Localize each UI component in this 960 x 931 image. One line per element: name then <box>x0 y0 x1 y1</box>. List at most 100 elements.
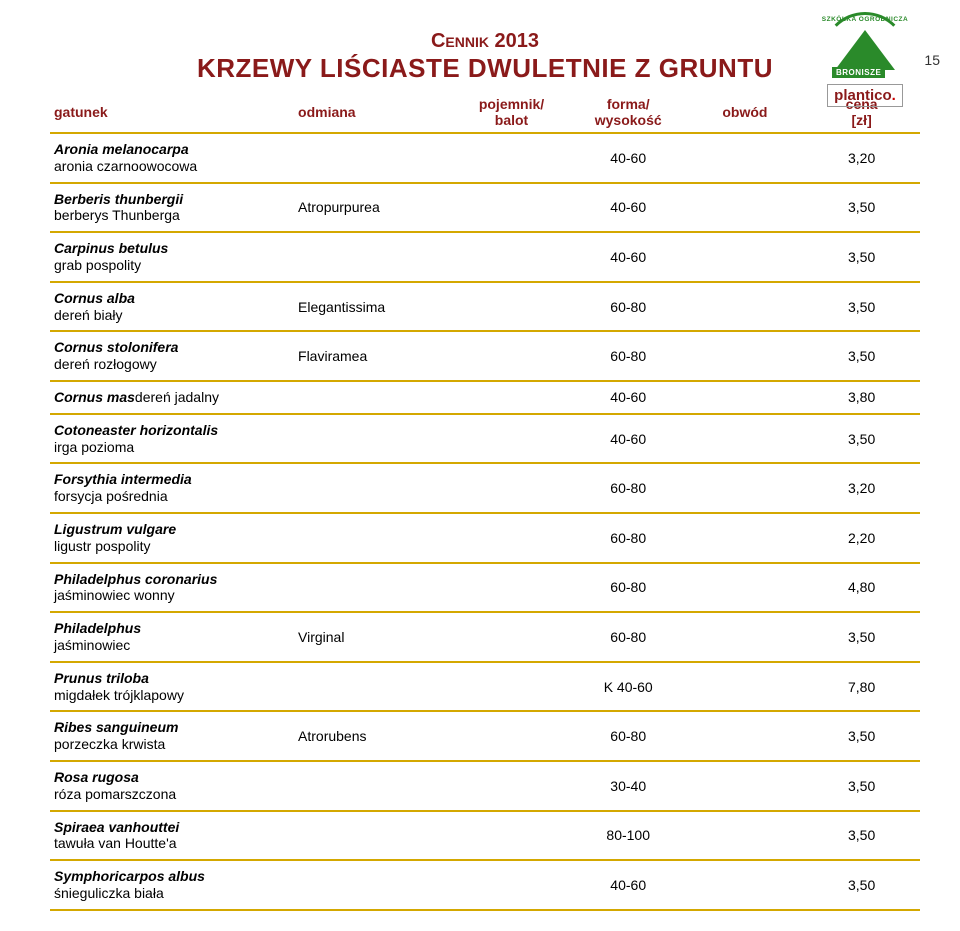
form-cell: 60-80 <box>570 331 687 381</box>
logo-block: SZKÓŁKA OGRODNICZA BRONISZE plantico. <box>820 18 910 107</box>
form-cell: 40-60 <box>570 183 687 233</box>
cultivar-cell <box>294 232 453 282</box>
girth-cell <box>687 612 804 662</box>
latin-name: Cotoneaster horizontalis <box>54 422 290 439</box>
girth-cell <box>687 662 804 712</box>
form-cell: 40-60 <box>570 860 687 910</box>
latin-name: Symphoricarpos albus <box>54 868 290 885</box>
cultivar-cell <box>294 662 453 712</box>
cultivar-cell <box>294 563 453 613</box>
polish-name: dereń jadalny <box>135 389 219 405</box>
col-pojemnik: pojemnik/ balot <box>453 90 570 133</box>
polish-name: ligustr pospolity <box>54 538 290 555</box>
container-cell <box>453 282 570 332</box>
logo-dot-icon: . <box>892 87 896 104</box>
latin-name: Prunus triloba <box>54 670 290 687</box>
form-cell: 40-60 <box>570 133 687 183</box>
species-cell: Spiraea vanhoutteitawuła van Houtte'a <box>50 811 294 861</box>
species-cell: Cotoneaster horizontalisirga pozioma <box>50 414 294 464</box>
container-cell <box>453 381 570 414</box>
form-cell: 60-80 <box>570 463 687 513</box>
latin-name: Rosa rugosa <box>54 769 290 786</box>
girth-cell <box>687 282 804 332</box>
girth-cell <box>687 232 804 282</box>
price-cell: 3,50 <box>803 282 920 332</box>
table-row: Rosa rugosaróza pomarszczona30-403,50 <box>50 761 920 811</box>
species-cell: Forsythia intermediaforsycja pośrednia <box>50 463 294 513</box>
price-cell: 7,80 <box>803 662 920 712</box>
form-cell: 80-100 <box>570 811 687 861</box>
girth-cell <box>687 414 804 464</box>
girth-cell <box>687 331 804 381</box>
cultivar-cell <box>294 414 453 464</box>
container-cell <box>453 563 570 613</box>
price-cell: 3,80 <box>803 381 920 414</box>
container-cell <box>453 414 570 464</box>
girth-cell <box>687 183 804 233</box>
table-row: Prunus trilobamigdałek trójklapowy K 40-6… <box>50 662 920 712</box>
polish-name: aronia czarnoowocowa <box>54 158 290 175</box>
form-cell: 60-80 <box>570 563 687 613</box>
form-cell: 60-80 <box>570 282 687 332</box>
price-cell: 3,50 <box>803 612 920 662</box>
col-odmiana: odmiana <box>294 90 453 133</box>
latin-name: Aronia melanocarpa <box>54 141 290 158</box>
col-obwod: obwód <box>687 90 804 133</box>
species-cell: Prunus trilobamigdałek trójklapowy <box>50 662 294 712</box>
cultivar-cell <box>294 381 453 414</box>
price-cell: 4,80 <box>803 563 920 613</box>
price-cell: 3,50 <box>803 331 920 381</box>
species-cell: Rosa rugosaróza pomarszczona <box>50 761 294 811</box>
polish-name: irga pozioma <box>54 439 290 456</box>
girth-cell <box>687 711 804 761</box>
girth-cell <box>687 513 804 563</box>
form-cell: 60-80 <box>570 513 687 563</box>
container-cell <box>453 513 570 563</box>
latin-name: Cornus mas <box>54 389 135 405</box>
species-cell: Symphoricarpos albusśnieguliczka biała <box>50 860 294 910</box>
container-cell <box>453 711 570 761</box>
price-cell: 3,50 <box>803 860 920 910</box>
latin-name: Ligustrum vulgare <box>54 521 290 538</box>
table-row: Berberis thunbergiiberberys ThunbergaAtr… <box>50 183 920 233</box>
latin-name: Cornus alba <box>54 290 290 307</box>
species-cell: Ribes sanguineumporzeczka krwista <box>50 711 294 761</box>
latin-name: Cornus stolonifera <box>54 339 290 356</box>
girth-cell <box>687 133 804 183</box>
price-cell: 2,20 <box>803 513 920 563</box>
cultivar-cell: Elegantissima <box>294 282 453 332</box>
table-row: PhiladelphusjaśminowiecVirginal60-803,50 <box>50 612 920 662</box>
table-row: Cornus stoloniferadereń rozłogowyFlavira… <box>50 331 920 381</box>
form-cell: 40-60 <box>570 381 687 414</box>
table-row: Symphoricarpos albusśnieguliczka biała 40… <box>50 860 920 910</box>
polish-name: róza pomarszczona <box>54 786 290 803</box>
latin-name: Spiraea vanhouttei <box>54 819 290 836</box>
price-cell: 3,50 <box>803 761 920 811</box>
price-table: gatunek odmiana pojemnik/ balot forma/ w… <box>50 90 920 911</box>
form-cell: K 40-60 <box>570 662 687 712</box>
form-cell: 40-60 <box>570 232 687 282</box>
girth-cell <box>687 381 804 414</box>
polish-name: tawuła van Houtte'a <box>54 835 290 852</box>
header-row: gatunek odmiana pojemnik/ balot forma/ w… <box>50 90 920 133</box>
table-row: Ligustrum vulgareligustr pospolity 60-80 2… <box>50 513 920 563</box>
cultivar-cell <box>294 860 453 910</box>
price-cell: 3,50 <box>803 711 920 761</box>
logo-bronisze: SZKÓŁKA OGRODNICZA BRONISZE <box>820 18 910 80</box>
price-cell: 3,20 <box>803 463 920 513</box>
table-row: Cotoneaster horizontalisirga pozioma40-6… <box>50 414 920 464</box>
cultivar-cell <box>294 133 453 183</box>
girth-cell <box>687 811 804 861</box>
container-cell <box>453 133 570 183</box>
container-cell <box>453 811 570 861</box>
species-cell: Cornus masdereń jadalny <box>50 381 294 414</box>
polish-name: porzeczka krwista <box>54 736 290 753</box>
cultivar-cell <box>294 761 453 811</box>
form-cell: 60-80 <box>570 711 687 761</box>
table-row: Spiraea vanhoutteitawuła van Houtte'a 80-… <box>50 811 920 861</box>
species-cell: Cornus albadereń biały <box>50 282 294 332</box>
container-cell <box>453 761 570 811</box>
polish-name: grab pospolity <box>54 257 290 274</box>
table-row: Philadelphus coronariusjaśminowiec wonny… <box>50 563 920 613</box>
polish-name: jaśminowiec wonny <box>54 587 290 604</box>
